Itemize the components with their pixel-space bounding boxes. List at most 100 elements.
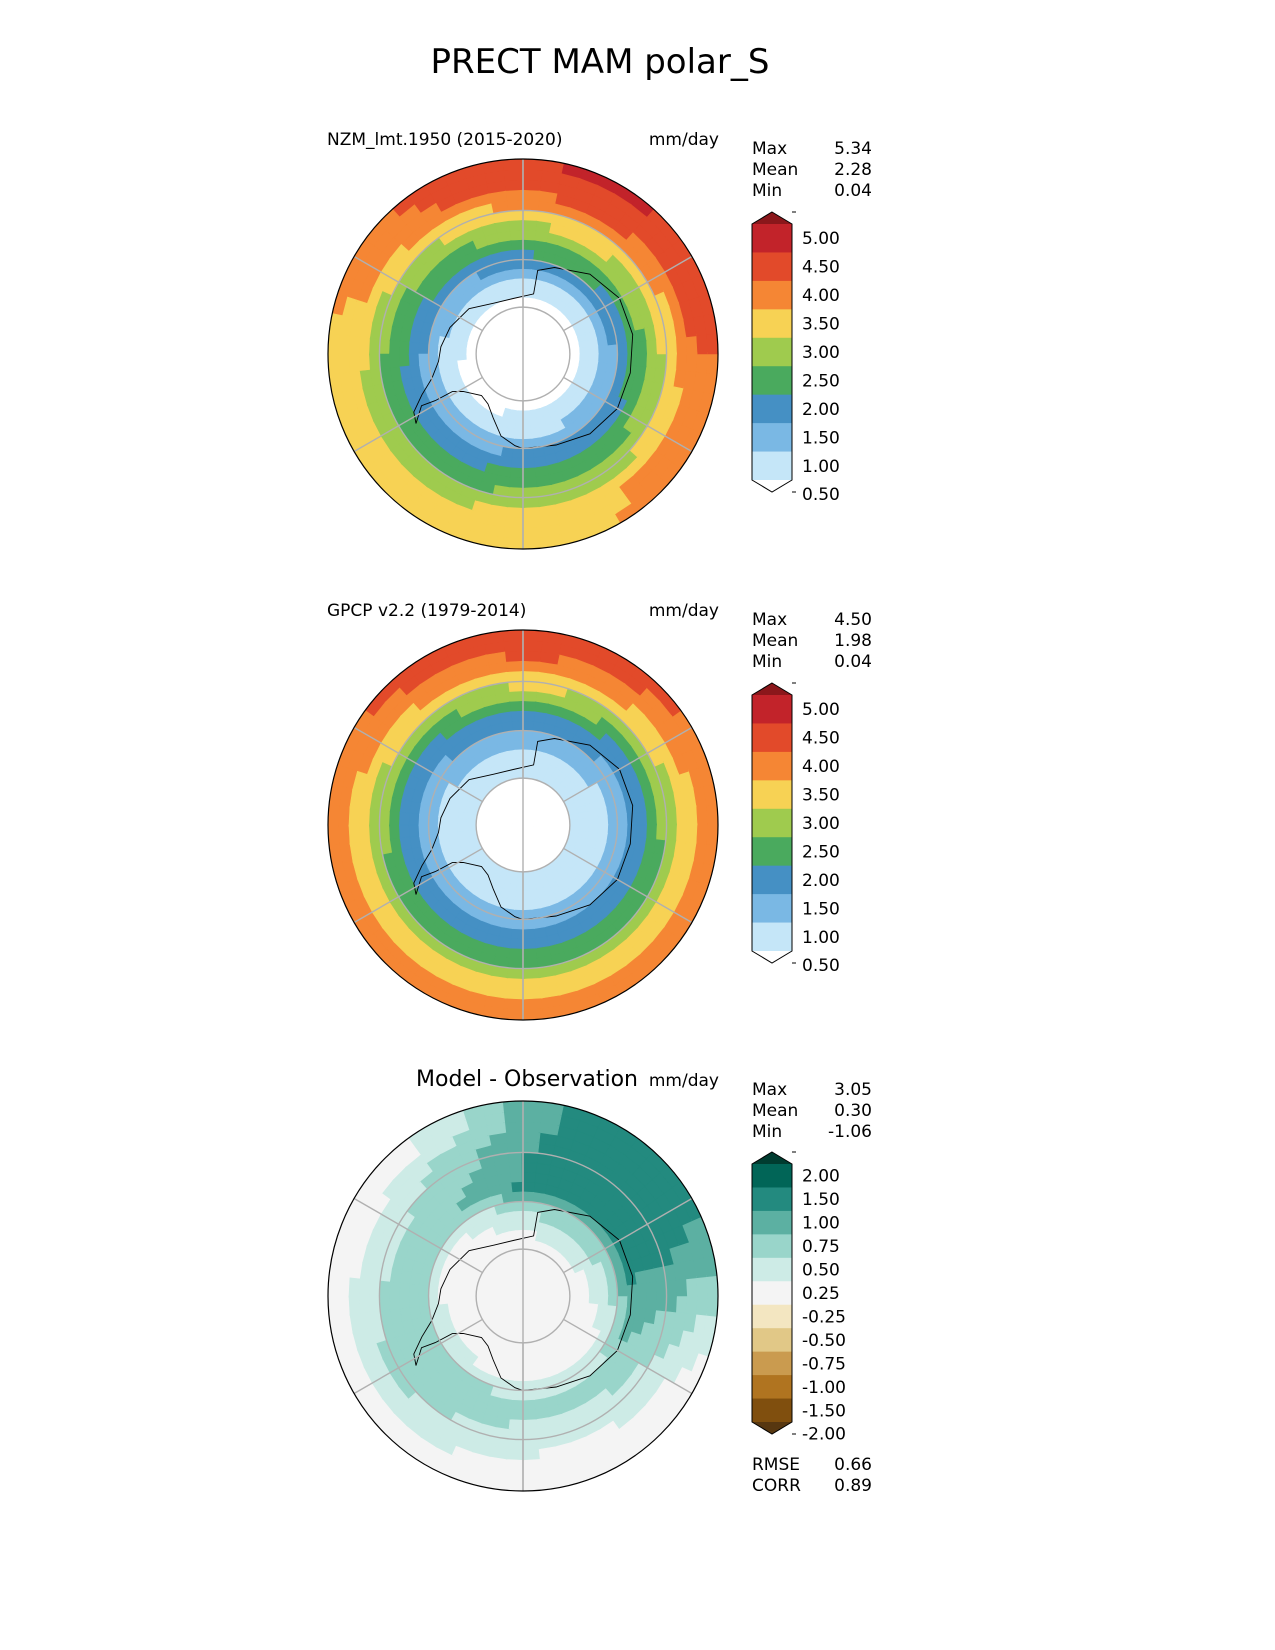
colorbar-segment xyxy=(752,780,792,810)
colorbar-segment xyxy=(752,1210,792,1235)
meridian-line xyxy=(563,1197,693,1274)
rmse-value: 0.66 xyxy=(834,1455,872,1475)
colorbar: 5.00 4.50 4.00 3.50 3.00 2.50 2.00 1.50 1.00 0.50 xyxy=(751,211,840,505)
meridian-line xyxy=(563,255,693,332)
meridian-line xyxy=(353,376,483,453)
meridian-line xyxy=(563,1318,693,1395)
stat-max-value: 5.34 xyxy=(834,139,872,159)
stat-mean-label: Mean xyxy=(752,1101,798,1121)
field-cell xyxy=(475,348,487,355)
field-cell xyxy=(559,824,571,831)
field-cell xyxy=(587,824,599,834)
colorbar-segment xyxy=(752,808,792,838)
field-cell xyxy=(522,1201,534,1213)
colorbar-segment xyxy=(752,1164,792,1188)
figure-title: PRECT MAM polar_S xyxy=(431,42,770,82)
field-cell xyxy=(475,819,487,826)
colorbar: 5.00 4.50 4.00 3.50 3.00 2.50 2.00 1.50 1.00 0.50 xyxy=(751,682,840,976)
map-boundary xyxy=(327,158,719,550)
colorbar-tick-label: -1.50 xyxy=(802,1401,846,1421)
map-boundary xyxy=(327,1100,719,1492)
colorbar-tick-label: 3.50 xyxy=(802,786,840,806)
field-cell xyxy=(428,1285,440,1297)
panel-difference: Model - Observation mm/day Max 3.05 Mean… xyxy=(327,1067,872,1496)
stat-mean-label: Mean xyxy=(752,631,798,651)
field-cell xyxy=(485,820,497,826)
field-cell xyxy=(522,739,533,752)
stats-box: Max 5.34 Mean 2.28 Min 0.04 xyxy=(752,139,872,201)
colorbar-segment xyxy=(752,1398,792,1423)
field-cell xyxy=(513,427,524,440)
colorbar-segment xyxy=(752,894,792,924)
colorbar-tick-label: 0.75 xyxy=(802,1237,840,1257)
colorbar-segment xyxy=(752,723,792,753)
colorbar-tick-label: 2.00 xyxy=(802,871,840,891)
stat-min-label: Min xyxy=(752,1122,782,1142)
colorbar-segment xyxy=(752,1281,792,1306)
panel-title: NZM_lmt.1950 (2015-2020) xyxy=(327,130,562,150)
colorbar-tick-label: 3.00 xyxy=(802,343,840,363)
field-cell xyxy=(447,816,459,826)
field-cell xyxy=(587,1295,599,1305)
field-cell xyxy=(447,345,459,355)
field-cell xyxy=(514,418,524,430)
colorbar-tick-label: 1.00 xyxy=(802,1214,840,1234)
stat-max-label: Max xyxy=(752,1080,787,1100)
corr-value: 0.89 xyxy=(834,1476,872,1496)
meridian-line xyxy=(563,847,693,924)
colorbar-tick-label: 4.50 xyxy=(802,258,840,278)
colorbar-tick-label: 1.50 xyxy=(802,428,840,448)
colorbar-segment xyxy=(752,309,792,339)
field-cell xyxy=(485,1291,497,1297)
field-cell xyxy=(513,1369,524,1382)
colorbar-segment xyxy=(752,224,792,253)
colorbar-segment xyxy=(752,394,792,424)
colorbar-tick-label: -0.75 xyxy=(802,1354,846,1374)
polar-map xyxy=(327,158,719,550)
panel-reference: GPCP v2.2 (1979-2014) mm/day Max 4.50 Me… xyxy=(327,601,872,1021)
corr-label: CORR xyxy=(752,1476,801,1496)
meridian-line xyxy=(353,1318,483,1395)
colorbar-tick-label: 0.50 xyxy=(802,956,840,976)
colorbar-tick-label: -0.50 xyxy=(802,1331,846,1351)
field-cell xyxy=(447,1287,459,1297)
colorbar-tick-label: 3.00 xyxy=(802,814,840,834)
stat-max-value: 4.50 xyxy=(834,610,872,630)
field-cell xyxy=(522,730,534,742)
colorbar-segment xyxy=(752,837,792,867)
stats-box: Max 3.05 Mean 0.30 Min -1.06 xyxy=(752,1080,872,1142)
field-cell xyxy=(606,353,618,365)
colorbar-tick-label: 5.00 xyxy=(802,700,840,720)
panel-title: GPCP v2.2 (1979-2014) xyxy=(327,601,526,621)
colorbar-tick-label: 1.50 xyxy=(802,1190,840,1210)
colorbar-extend-max xyxy=(752,212,792,224)
colorbar-tick-label: 4.00 xyxy=(802,286,840,306)
colorbar-segment xyxy=(752,1328,792,1353)
colorbar-segment xyxy=(752,922,792,952)
colorbar-tick-label: 5.00 xyxy=(802,229,840,249)
field-cell xyxy=(559,1295,571,1302)
field-cell xyxy=(522,1220,532,1232)
field-cell xyxy=(456,1288,469,1297)
colorbar-segment xyxy=(752,337,792,367)
stat-max-value: 3.05 xyxy=(834,1080,872,1100)
colorbar-tick-label: 4.00 xyxy=(802,757,840,777)
field-cell xyxy=(428,343,440,355)
colorbar-extend-max xyxy=(752,683,792,695)
colorbar-segment xyxy=(752,695,792,724)
colorbar-tick-label: 4.50 xyxy=(802,729,840,749)
colorbar-tick-label: 0.25 xyxy=(802,1284,840,1304)
colorbar-extend-min xyxy=(752,951,792,963)
field-cell xyxy=(475,1290,487,1297)
colorbar-tick-label: 3.50 xyxy=(802,315,840,335)
graticule xyxy=(353,630,693,1020)
field-cell xyxy=(522,259,534,271)
field-cell xyxy=(577,353,590,362)
colorbar-tick-label: 2.50 xyxy=(802,842,840,862)
colorbar-tick-label: 0.50 xyxy=(802,485,840,505)
graticule xyxy=(353,159,693,549)
coastline-path xyxy=(413,1209,634,1391)
field-cell xyxy=(428,814,440,826)
stat-mean-value: 1.98 xyxy=(834,631,872,651)
